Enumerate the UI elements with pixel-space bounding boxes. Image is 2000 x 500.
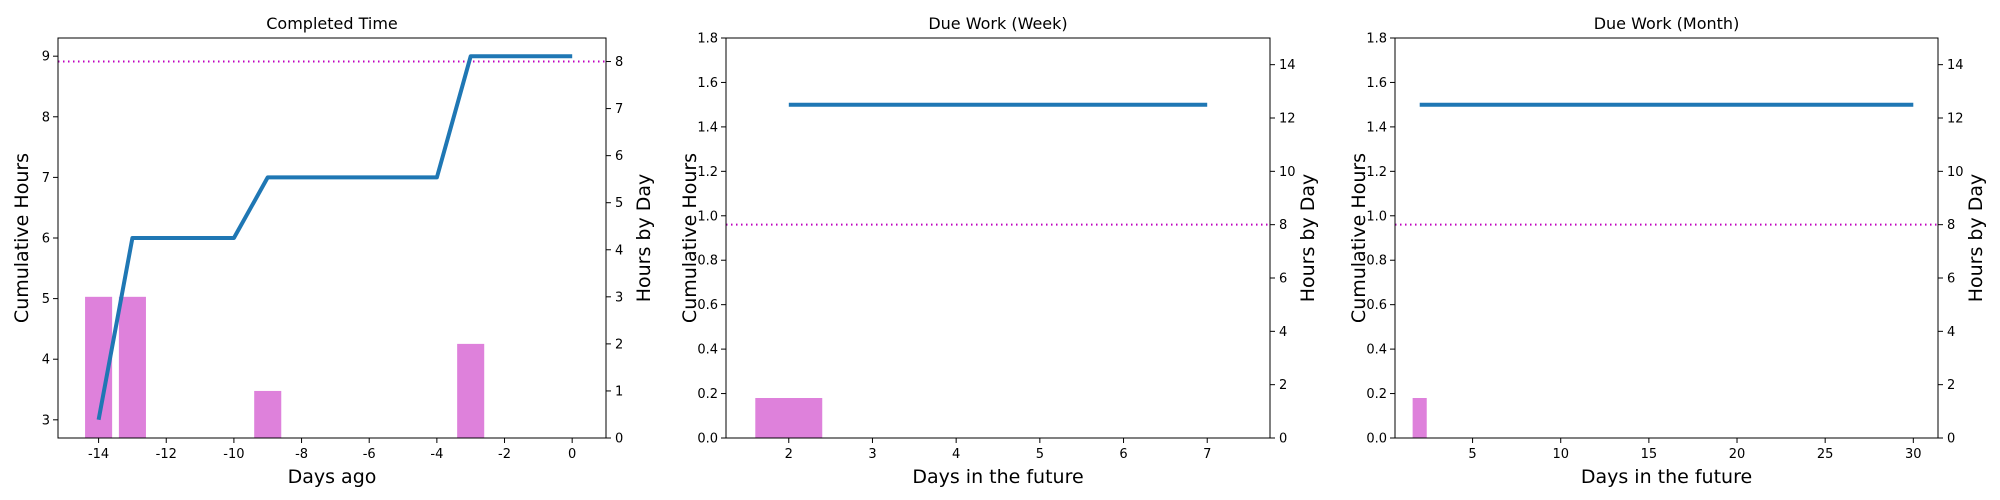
bar	[254, 390, 282, 438]
chart-panel-2: 2 3 4 5 6 7 0.0 0.2 0.4 0.6 0.8 1.0 1.2 1.4 1.6 1.8 0 2 4 6…	[679, 14, 1319, 488]
chart-title: Completed Time	[266, 14, 398, 33]
bar	[1412, 398, 1427, 438]
y-left-tick-label: 1.6	[697, 76, 718, 91]
y-left-tick-label: 1.2	[697, 165, 718, 180]
x-tick-label: 4	[952, 447, 960, 462]
y-left-tick-label: 9	[42, 50, 50, 65]
x-axis-label: Days in the future	[1581, 466, 1752, 488]
x-tick-label: 25	[1817, 447, 1834, 462]
x-tick-label: 0	[568, 447, 576, 462]
y-right-tick-label: 6	[615, 149, 623, 164]
y-right-axis-label: Hours by Day	[1297, 174, 1319, 303]
x-axis-label: Days in the future	[912, 466, 1083, 488]
x-tick-label: -6	[363, 447, 376, 462]
x-tick-label: 3	[868, 447, 876, 462]
x-axis-label: Days ago	[288, 466, 377, 488]
y-left-tick-label: 0.6	[697, 298, 718, 313]
y-right-tick-label: 12	[1279, 112, 1296, 127]
y-right-tick-label: 6	[1279, 272, 1287, 287]
y-left-tick-label: 0.8	[1366, 254, 1387, 269]
y-right-tick-label: 6	[1947, 272, 1955, 287]
x-tick-label: 2	[785, 447, 793, 462]
y-right-axis-label: Hours by Day	[1965, 174, 1987, 303]
x-tick-label: 5	[1468, 447, 1476, 462]
y-right-tick-label: 0	[1279, 432, 1287, 447]
y-left-tick-label: 4	[42, 353, 50, 368]
y-left-tick-label: 0.0	[697, 432, 718, 447]
y-right-axis-label: Hours by Day	[633, 174, 655, 303]
y-left-axis-label: Cumulative Hours	[679, 153, 701, 323]
x-tick-label: 20	[1729, 447, 1746, 462]
y-left-tick-label: 3	[42, 413, 50, 428]
y-right-tick-label: 4	[615, 243, 623, 258]
x-tick-label: 5	[1036, 447, 1044, 462]
y-left-tick-label: 0.4	[1366, 343, 1387, 358]
y-left-tick-label: 1.8	[1366, 32, 1387, 47]
y-left-tick-label: 6	[42, 232, 50, 247]
y-right-tick-label: 2	[1279, 378, 1287, 393]
x-tick-label: 15	[1641, 447, 1658, 462]
y-left-tick-label: 5	[42, 292, 50, 307]
y-right-tick-label: 12	[1947, 112, 1964, 127]
y-left-axis-label: Cumulative Hours	[11, 153, 33, 323]
y-left-tick-label: 0.4	[697, 343, 718, 358]
y-right-tick-label: 7	[615, 102, 623, 117]
y-left-tick-label: 0.6	[1366, 298, 1387, 313]
x-tick-label: -14	[88, 447, 109, 462]
y-left-tick-label: 1.0	[697, 209, 718, 224]
y-right-tick-label: 0	[615, 432, 623, 447]
y-left-tick-label: 1.0	[1366, 209, 1387, 224]
y-left-tick-label: 0.2	[1366, 387, 1387, 402]
y-right-tick-label: 4	[1947, 325, 1955, 340]
y-left-tick-label: 1.6	[1366, 76, 1387, 91]
y-right-tick-label: 2	[1947, 378, 1955, 393]
plot-frame	[1394, 37, 1939, 439]
chart-panel-1: -14 -12 -10 -8 -6 -4 -2 0 3 4 5 6 7 8 9 0 1 2 3 4 5 6 7 8 Comple…	[11, 14, 655, 488]
x-tick-label: -2	[498, 447, 511, 462]
y-left-tick-label: 8	[42, 110, 50, 125]
x-tick-label: 10	[1552, 447, 1569, 462]
y-right-tick-label: 8	[1947, 218, 1955, 233]
x-tick-label: 6	[1119, 447, 1127, 462]
y-right-tick-label: 5	[615, 196, 623, 211]
x-tick-label: -4	[430, 447, 443, 462]
y-right-tick-label: 2	[615, 337, 623, 352]
y-left-axis-label: Cumulative Hours	[1348, 153, 1370, 323]
y-right-tick-label: 4	[1279, 325, 1287, 340]
y-right-tick-label: 14	[1947, 58, 1964, 73]
y-left-tick-label: 7	[42, 171, 50, 186]
bar	[118, 296, 146, 438]
y-right-tick-label: 0	[1947, 432, 1955, 447]
bar	[457, 343, 485, 438]
chart-title: Due Work (Month)	[1594, 14, 1740, 33]
y-left-tick-label: 0.0	[1366, 432, 1387, 447]
series-line	[96, 54, 573, 421]
chart-title: Due Work (Week)	[928, 14, 1067, 33]
y-left-tick-label: 0.8	[697, 254, 718, 269]
x-tick-label: -8	[295, 447, 308, 462]
y-right-tick-label: 8	[1279, 218, 1287, 233]
y-right-tick-label: 1	[615, 384, 623, 399]
x-tick-label: 7	[1203, 447, 1211, 462]
y-right-tick-label: 3	[615, 290, 623, 305]
x-tick-label: -12	[156, 447, 177, 462]
chart-panel-3: 5 10 15 20 25 300.00.20.40.60.81.01.21.41.61.…	[1348, 14, 1987, 488]
y-left-tick-label: 1.4	[1366, 120, 1387, 135]
y-right-tick-label: 10	[1947, 165, 1964, 180]
y-right-tick-label: 14	[1279, 58, 1296, 73]
y-left-tick-label: 1.2	[1366, 165, 1387, 180]
y-right-tick-label: 8	[615, 55, 623, 70]
y-left-tick-label: 1.4	[697, 120, 718, 135]
bar	[755, 398, 823, 438]
x-tick-label: 30	[1905, 447, 1922, 462]
y-left-tick-label: 0.2	[697, 387, 718, 402]
plot-frame	[725, 37, 1271, 439]
y-right-tick-label: 10	[1279, 165, 1296, 180]
y-left-tick-label: 1.8	[697, 32, 718, 47]
x-tick-label: -10	[223, 447, 244, 462]
